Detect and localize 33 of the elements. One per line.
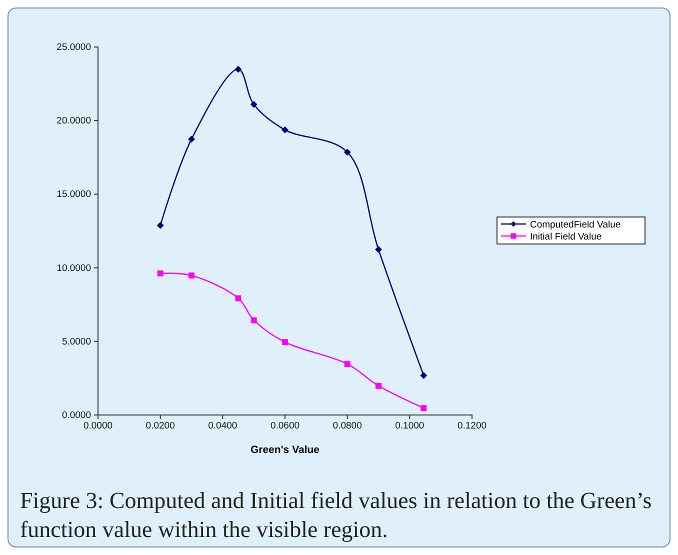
y-tick-label: 25.0000 [56,42,91,54]
x-tick-label: 0.0600 [270,420,300,432]
point [344,148,351,156]
point [188,272,194,278]
x-tick-label: 0.0000 [83,420,113,432]
y-tick-label: 10.0000 [56,262,91,274]
point [188,136,195,143]
point [156,222,164,229]
point [376,382,382,389]
point [344,360,350,367]
x-axis-title: Green's Value [250,444,320,456]
y-tick-label: 15.0000 [56,189,91,200]
point [235,295,242,302]
x-tick-label: 0.0400 [208,420,238,432]
caption: Figure 3: Computed and Initial field values in relation to the Green’s function value within the visible region. [20,488,652,542]
y-tick-label: 5.0000 [62,336,91,348]
x-tick-label: 0.1000 [395,420,424,432]
point [375,246,382,254]
point [282,339,288,346]
y-tick-label: 0.0000 [62,410,91,422]
point [250,100,258,108]
x-tick-label: 0.1200 [457,420,487,432]
y-tick-label: 20.0000 [56,116,91,127]
legend-label: ComputedField Value [530,220,621,230]
x-tick-label: 0.0200 [146,420,175,432]
point [234,66,242,73]
x-tick-label: 0.0800 [332,420,362,432]
point [282,126,288,134]
point [420,372,428,380]
point [250,317,257,324]
point [157,270,164,276]
point [420,405,427,412]
legend-label: Initial Field Value [530,232,602,242]
